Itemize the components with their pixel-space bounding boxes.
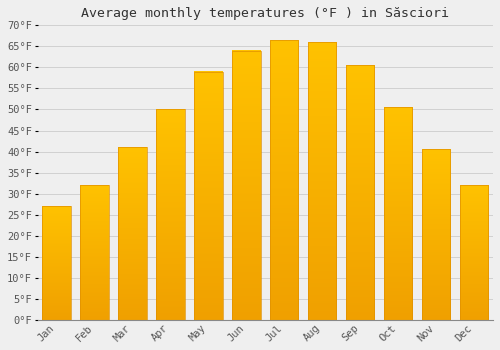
Bar bbox=[384, 107, 412, 320]
Bar bbox=[80, 185, 108, 320]
Bar bbox=[232, 50, 260, 320]
Bar bbox=[118, 147, 146, 320]
Bar bbox=[422, 149, 450, 320]
Bar bbox=[156, 110, 184, 320]
Bar bbox=[346, 65, 374, 320]
Bar bbox=[460, 185, 488, 320]
Bar bbox=[308, 42, 336, 320]
Bar bbox=[270, 40, 298, 320]
Title: Average monthly temperatures (°F ) in Săsciori: Average monthly temperatures (°F ) in Să… bbox=[82, 7, 450, 20]
Bar bbox=[194, 72, 222, 320]
Bar bbox=[42, 206, 70, 320]
